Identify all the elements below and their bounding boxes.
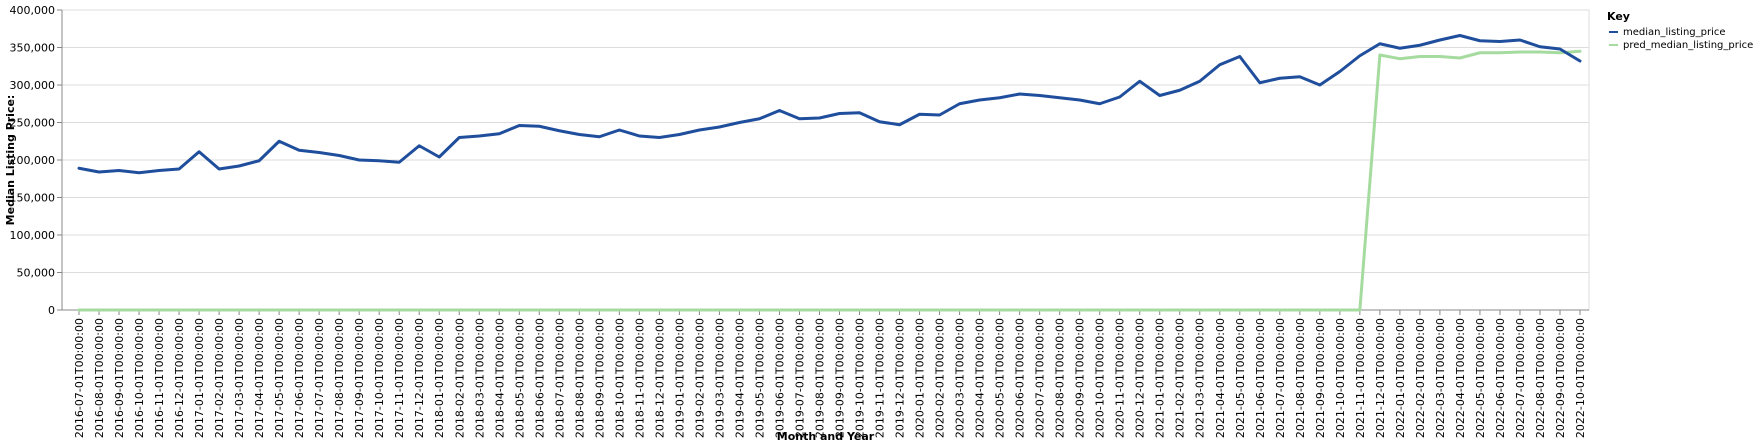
x-tick-label: 2016-09-01T00:00:00 <box>113 318 126 438</box>
y-tick-label: 350,000 <box>10 42 56 55</box>
x-tick-label: 2020-08-01T00:00:00 <box>1054 318 1067 438</box>
x-tick-label: 2020-06-01T00:00:00 <box>1014 318 1027 438</box>
x-tick-label: 2017-02-01T00:00:00 <box>213 318 226 438</box>
legend-title: Key <box>1607 10 1630 23</box>
x-tick-label: 2020-09-01T00:00:00 <box>1074 318 1087 438</box>
x-tick-label: 2021-05-01T00:00:00 <box>1234 318 1247 438</box>
x-tick-label: 2021-09-01T00:00:00 <box>1314 318 1327 438</box>
x-tick-label: 2018-08-01T00:00:00 <box>573 318 586 438</box>
x-tick-label: 2020-10-01T00:00:00 <box>1094 318 1107 438</box>
x-tick-label: 2017-08-01T00:00:00 <box>333 318 346 438</box>
x-tick-label: 2020-02-01T00:00:00 <box>934 318 947 438</box>
x-tick-label: 2021-04-01T00:00:00 <box>1214 318 1227 438</box>
x-tick-label: 2018-09-01T00:00:00 <box>593 318 606 438</box>
x-tick-label: 2019-04-01T00:00:00 <box>733 318 746 438</box>
x-tick-label: 2017-04-01T00:00:00 <box>253 318 266 438</box>
x-tick-label: 2017-10-01T00:00:00 <box>373 318 386 438</box>
x-tick-label: 2021-01-01T00:00:00 <box>1154 318 1167 438</box>
y-tick-label: 250,000 <box>10 117 56 130</box>
series-line-median_listing_price <box>77 34 1582 175</box>
x-tick-label: 2019-01-01T00:00:00 <box>673 318 686 438</box>
series-lines <box>77 34 1582 312</box>
x-tick-label: 2022-01-01T00:00:00 <box>1394 318 1407 438</box>
x-tick-label: 2020-03-01T00:00:00 <box>954 318 967 438</box>
x-tick-label: 2020-07-01T00:00:00 <box>1034 318 1047 438</box>
x-tick-label: 2019-07-01T00:00:00 <box>793 318 806 438</box>
x-tick-label: 2018-03-01T00:00:00 <box>473 318 486 438</box>
y-tick-label: 50,000 <box>17 267 56 280</box>
x-tick-label: 2021-07-01T00:00:00 <box>1274 318 1287 438</box>
x-tick-label: 2016-07-01T00:00:00 <box>73 318 86 438</box>
x-tick-label: 2022-04-01T00:00:00 <box>1454 318 1467 438</box>
x-tick-label: 2017-12-01T00:00:00 <box>413 318 426 438</box>
x-tick-label: 2018-07-01T00:00:00 <box>553 318 566 438</box>
x-tick-label: 2018-01-01T00:00:00 <box>433 318 446 438</box>
x-axis: 2016-07-01T00:00:00 2016-08-01T00:00:00 20… <box>62 309 1589 438</box>
y-tick-label: 200,000 <box>10 154 56 167</box>
x-tick-label: 2018-05-01T00:00:00 <box>513 318 526 438</box>
x-tick-label: 2018-02-01T00:00:00 <box>453 318 466 438</box>
series-line-pred_median_listing_price <box>77 49 1582 312</box>
x-tick-label: 2021-12-01T00:00:00 <box>1374 318 1387 438</box>
x-tick-label: 2016-11-01T00:00:00 <box>153 318 166 438</box>
x-tick-label: 2021-11-01T00:00:00 <box>1354 318 1367 438</box>
y-axis-title: Median Listing Price: <box>4 95 17 226</box>
x-tick-label: 2017-07-01T00:00:00 <box>313 318 326 438</box>
x-tick-label: 2017-06-01T00:00:00 <box>293 318 306 438</box>
x-tick-label: 2019-12-01T00:00:00 <box>894 318 907 438</box>
y-tick-label: 100,000 <box>10 229 56 242</box>
x-tick-label: 2020-04-01T00:00:00 <box>974 318 987 438</box>
x-tick-label: 2016-12-01T00:00:00 <box>173 318 186 438</box>
x-tick-label: 2022-09-01T00:00:00 <box>1554 318 1567 438</box>
x-tick-label: 2018-11-01T00:00:00 <box>633 318 646 438</box>
x-axis-title: Month and Year <box>777 430 875 443</box>
x-tick-label: 2018-12-01T00:00:00 <box>653 318 666 438</box>
x-tick-label: 2017-09-01T00:00:00 <box>353 318 366 438</box>
x-tick-label: 2018-10-01T00:00:00 <box>613 318 626 438</box>
x-tick-label: 2021-10-01T00:00:00 <box>1334 318 1347 438</box>
y-tick-label: 150,000 <box>10 192 56 205</box>
x-tick-label: 2019-05-01T00:00:00 <box>753 318 766 438</box>
x-tick-label: 2017-03-01T00:00:00 <box>233 318 246 438</box>
x-tick-label: 2018-04-01T00:00:00 <box>493 318 506 438</box>
x-tick-label: 2019-06-01T00:00:00 <box>773 318 786 438</box>
x-tick-label: 2022-02-01T00:00:00 <box>1414 318 1427 438</box>
y-tick-label: 0 <box>48 304 55 317</box>
x-tick-label: 2021-03-01T00:00:00 <box>1194 318 1207 438</box>
x-tick-label: 2022-07-01T00:00:00 <box>1514 318 1527 438</box>
y-tick-label: 300,000 <box>10 79 56 92</box>
x-tick-label: 2022-05-01T00:00:00 <box>1474 318 1487 438</box>
x-tick-label: 2021-02-01T00:00:00 <box>1174 318 1187 438</box>
x-tick-label: 2020-01-01T00:00:00 <box>914 318 927 438</box>
x-tick-label: 2021-06-01T00:00:00 <box>1254 318 1267 438</box>
x-tick-label: 2017-01-01T00:00:00 <box>193 318 206 438</box>
x-tick-label: 2019-02-01T00:00:00 <box>693 318 706 438</box>
x-tick-label: 2019-09-01T00:00:00 <box>834 318 847 438</box>
x-tick-label: 2016-10-01T00:00:00 <box>133 318 146 438</box>
x-tick-label: 2022-06-01T00:00:00 <box>1494 318 1507 438</box>
x-tick-label: 2019-08-01T00:00:00 <box>813 318 826 438</box>
x-tick-label: 2020-12-01T00:00:00 <box>1134 318 1147 438</box>
legend-label: median_listing_price <box>1623 27 1726 38</box>
x-tick-label: 2022-03-01T00:00:00 <box>1434 318 1447 438</box>
legend: Key median_listing_price pred_median_list… <box>1607 10 1753 51</box>
x-tick-label: 2021-08-01T00:00:00 <box>1294 318 1307 438</box>
x-tick-label: 2020-11-01T00:00:00 <box>1114 318 1127 438</box>
x-tick-label: 2019-03-01T00:00:00 <box>713 318 726 438</box>
x-tick-label: 2016-08-01T00:00:00 <box>93 318 106 438</box>
x-tick-label: 2022-10-01T00:00:00 <box>1574 318 1587 438</box>
x-tick-label: 2019-11-01T00:00:00 <box>874 318 887 438</box>
x-tick-label: 2018-06-01T00:00:00 <box>533 318 546 438</box>
x-tick-label: 2017-05-01T00:00:00 <box>273 318 286 438</box>
x-tick-label: 2017-11-01T00:00:00 <box>393 318 406 438</box>
x-tick-label: 2022-08-01T00:00:00 <box>1534 318 1547 438</box>
y-axis: 0 50,000 100,000 150,000 200,000 250,000 300,0… <box>10 4 63 317</box>
legend-label: pred_median_listing_price <box>1623 40 1753 51</box>
y-tick-label: 400,000 <box>10 4 56 17</box>
x-tick-label: 2020-05-01T00:00:00 <box>994 318 1007 438</box>
x-tick-label: 2019-10-01T00:00:00 <box>854 318 867 438</box>
